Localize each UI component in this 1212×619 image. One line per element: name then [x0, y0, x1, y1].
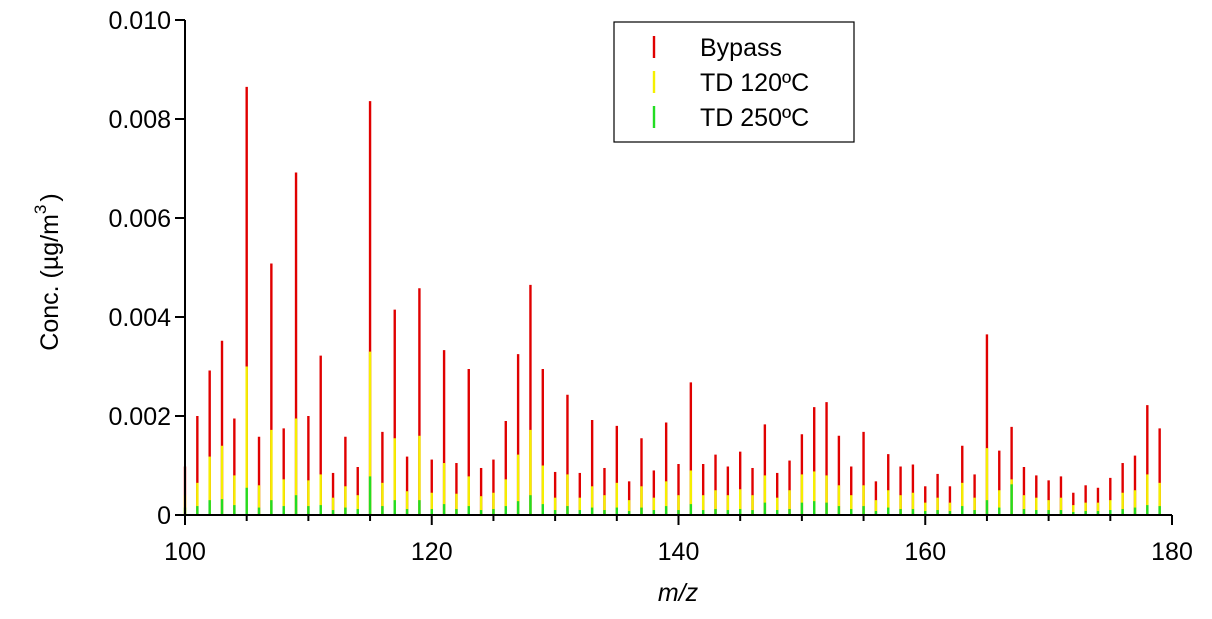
y-axis-title-superscript: 3 [31, 205, 50, 214]
spectrum-bars [183, 86, 1161, 515]
legend-label-2: TD 120ºC [700, 69, 809, 97]
x-axis-ticks: 100 120 140 160 180 [164, 515, 1193, 566]
x-tick-label: 100 [164, 538, 206, 566]
y-tick-label: 0.010 [108, 7, 171, 35]
y-tick-label: 0.008 [108, 106, 171, 134]
x-tick-label: 180 [1151, 538, 1193, 566]
x-axis-title: m/z [658, 579, 699, 607]
y-axis-title: Conc. (µg/m3) [31, 193, 64, 350]
x-tick-label: 120 [411, 538, 453, 566]
legend-label-3: TD 250ºC [700, 104, 809, 132]
x-tick-label: 160 [904, 538, 946, 566]
y-axis-ticks: 0 0.002 0.004 0.006 0.008 0.010 [108, 7, 185, 530]
y-tick-label: 0.006 [108, 205, 171, 233]
y-tick-label: 0.002 [108, 403, 171, 431]
legend: Bypass TD 120ºC TD 250ºC [613, 21, 855, 143]
y-tick-label: 0 [157, 502, 171, 530]
y-axis-title-close: ) [36, 193, 64, 201]
legend-label-1: Bypass [700, 34, 782, 62]
y-tick-label: 0.004 [108, 304, 171, 332]
x-tick-label: 140 [658, 538, 700, 566]
